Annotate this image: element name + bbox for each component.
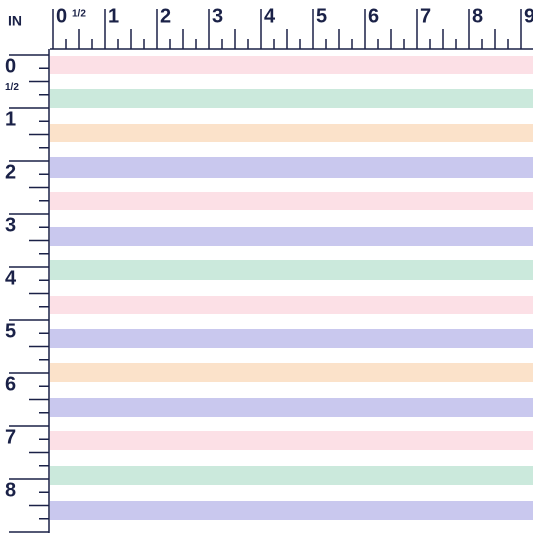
stripe bbox=[50, 501, 533, 520]
stripes bbox=[50, 56, 533, 520]
left-ruler-label: 3 bbox=[5, 214, 16, 236]
top-ruler-label: 5 bbox=[316, 5, 327, 27]
stripe bbox=[50, 466, 533, 485]
left-ruler-label: 4 bbox=[5, 267, 17, 289]
top-ruler-label: 7 bbox=[420, 5, 431, 27]
left-ruler-label: 1 bbox=[5, 108, 16, 130]
left-ruler-label: 0 bbox=[5, 55, 16, 77]
top-ruler-label: 3 bbox=[212, 5, 223, 27]
ticks bbox=[9, 9, 522, 533]
stripe bbox=[50, 431, 533, 450]
left-ruler-label: 6 bbox=[5, 373, 16, 395]
left-ruler-label: 8 bbox=[5, 479, 16, 501]
top-ruler-label: 1/2 bbox=[72, 9, 86, 20]
left-ruler-label: 1/2 bbox=[5, 82, 19, 93]
stripe bbox=[50, 227, 533, 246]
top-ruler-label: 0 bbox=[56, 5, 67, 27]
top-ruler-label: 1 bbox=[108, 5, 119, 27]
top-ruler-label: 8 bbox=[472, 5, 483, 27]
top-ruler-label: 9 bbox=[524, 5, 533, 27]
stripe bbox=[50, 157, 533, 178]
left-ruler-label: 2 bbox=[5, 161, 16, 183]
top-ruler-label: 6 bbox=[368, 5, 379, 27]
stripe bbox=[50, 89, 533, 108]
top-ruler bbox=[0, 0, 533, 50]
top-ruler-label: 4 bbox=[264, 5, 276, 27]
stripe bbox=[50, 296, 533, 314]
stripe bbox=[50, 124, 533, 142]
stripe bbox=[50, 363, 533, 382]
stripe bbox=[50, 56, 533, 74]
stripe bbox=[50, 260, 533, 280]
stripe bbox=[50, 192, 533, 210]
left-ruler-label: 7 bbox=[5, 426, 16, 448]
stripe bbox=[50, 329, 533, 348]
left-ruler-label: 5 bbox=[5, 320, 16, 342]
unit-label: IN bbox=[8, 13, 22, 29]
top-ruler-label: 2 bbox=[160, 5, 171, 27]
stripe bbox=[50, 398, 533, 417]
